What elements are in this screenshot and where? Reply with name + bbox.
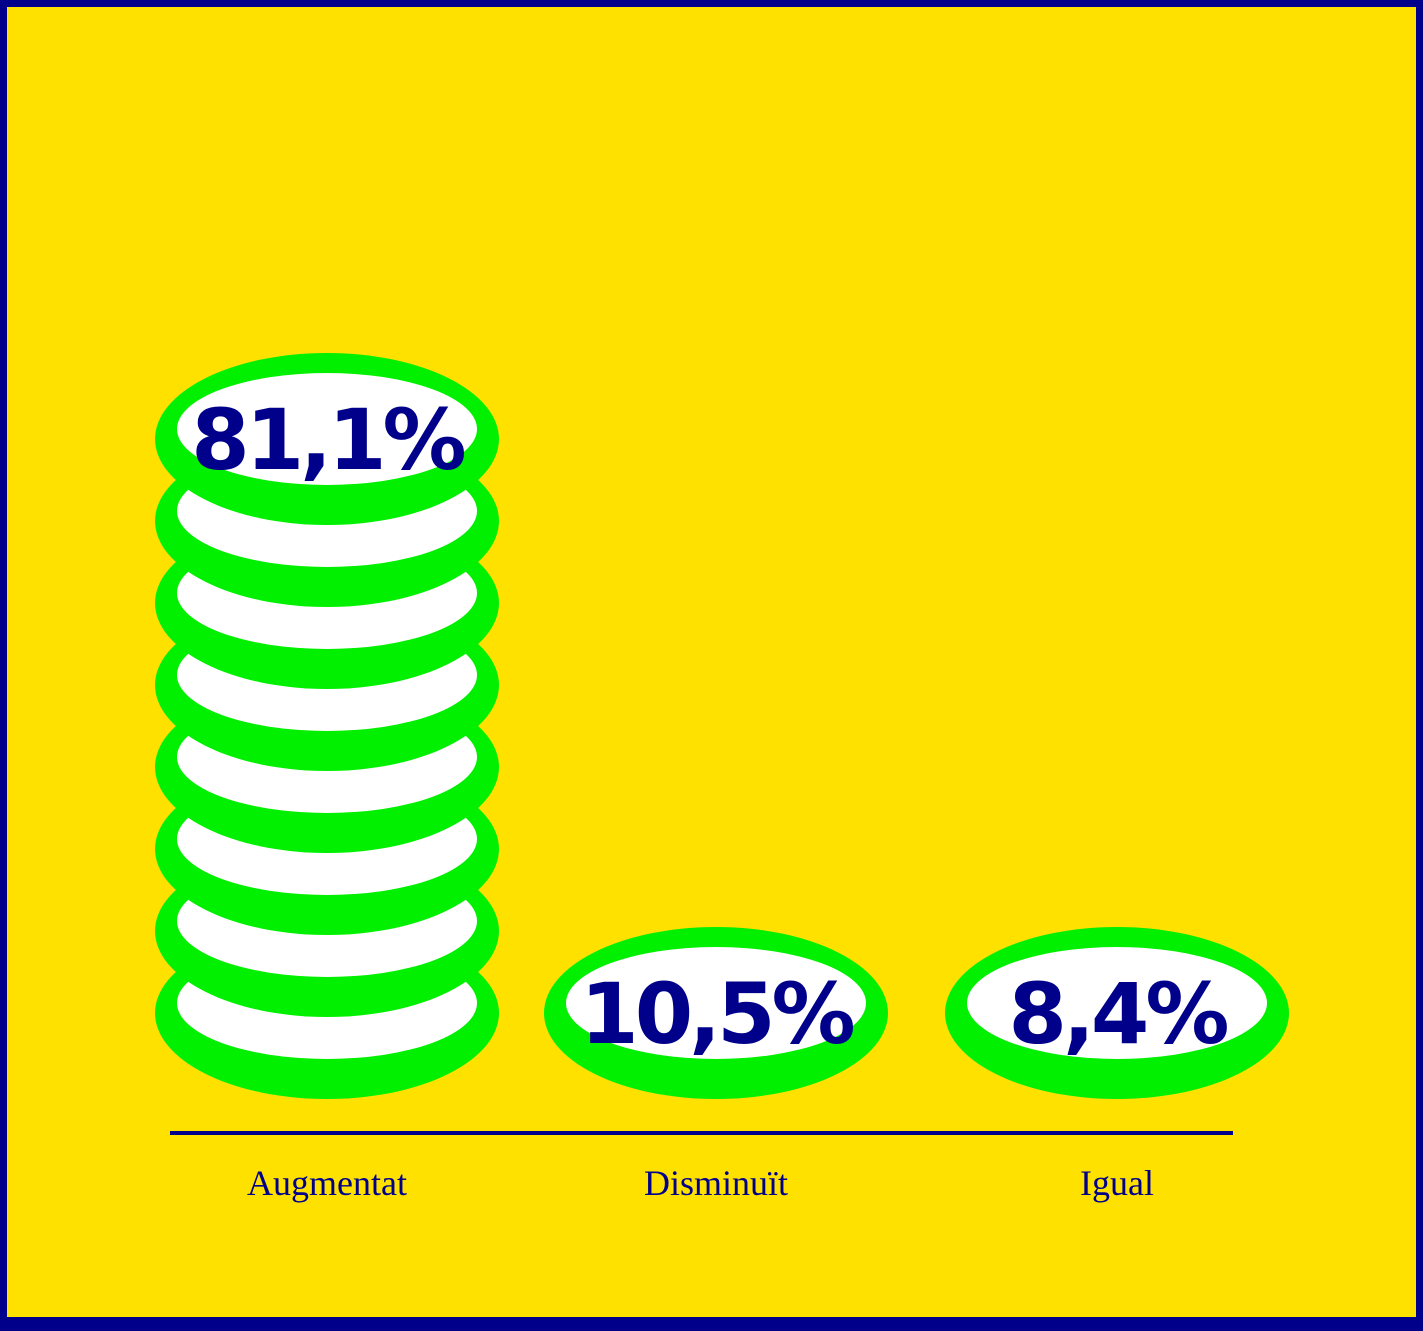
value-labels: 81,1% 10,5% 8,4% [191,391,1231,1063]
coin-stack-augmentat [155,353,499,1099]
category-label-augmentat: Augmentat [247,1163,407,1203]
value-label-augmentat: 81,1% [191,391,464,489]
value-label-disminuït: 10,5% [580,965,853,1063]
category-labels: Augmentat Disminuït Igual [247,1163,1154,1203]
coin-stack-disminuït [544,927,888,1099]
coin-face [566,947,866,1059]
coin-face [967,947,1267,1059]
category-label-igual: Igual [1080,1163,1154,1203]
coin [155,353,499,525]
coin-stack-igual [945,927,1289,1099]
value-label-igual: 8,4% [1009,965,1228,1063]
coin [544,927,888,1099]
category-label-disminuït: Disminuït [644,1163,788,1203]
coin-face [177,373,477,485]
coin-stacks [155,353,1289,1099]
coin [945,927,1289,1099]
coin-bar-chart: 81,1% 10,5% 8,4% Augmentat Disminuït Igual [155,353,1289,1203]
